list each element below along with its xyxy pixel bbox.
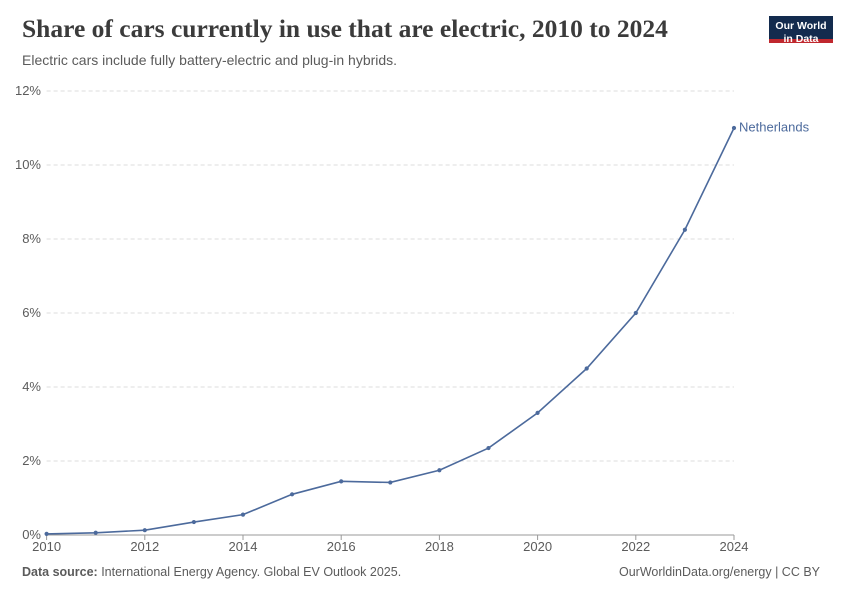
svg-text:2018: 2018 <box>425 539 454 554</box>
svg-text:2014: 2014 <box>229 539 258 554</box>
svg-text:2020: 2020 <box>523 539 552 554</box>
svg-text:2010: 2010 <box>32 539 61 554</box>
svg-text:2%: 2% <box>22 453 41 468</box>
svg-text:2024: 2024 <box>720 539 749 554</box>
svg-text:6%: 6% <box>22 305 41 320</box>
svg-text:8%: 8% <box>22 231 41 246</box>
svg-text:4%: 4% <box>22 379 41 394</box>
svg-text:Netherlands: Netherlands <box>739 120 810 135</box>
svg-text:2012: 2012 <box>130 539 159 554</box>
svg-text:2016: 2016 <box>327 539 356 554</box>
svg-text:2022: 2022 <box>621 539 650 554</box>
svg-text:12%: 12% <box>15 83 41 98</box>
svg-text:10%: 10% <box>15 157 41 172</box>
